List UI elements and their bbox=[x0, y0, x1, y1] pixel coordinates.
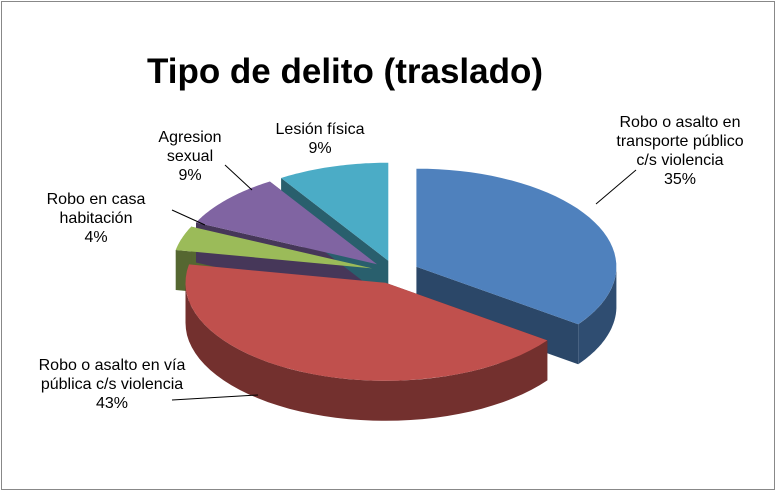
slice bbox=[416, 168, 617, 325]
leader-line bbox=[171, 394, 259, 401]
data-label: Agresion sexual 9% bbox=[145, 128, 235, 185]
value-label: 9% bbox=[308, 140, 332, 157]
category-label: Robo o asalto en vía pública c/s violenc… bbox=[38, 357, 186, 393]
category-label: Robo en casa habitación bbox=[46, 191, 146, 227]
value-label: 43% bbox=[95, 395, 129, 412]
category-label: Lesión física bbox=[275, 121, 365, 138]
data-label: Robo en casa habitación 4% bbox=[31, 190, 161, 247]
category-label: Agresion sexual bbox=[158, 129, 222, 165]
data-label: Robo o asalto en transporte público c/s … bbox=[605, 113, 755, 189]
value-label: 35% bbox=[663, 171, 697, 188]
chart-title: Tipo de delito (traslado) bbox=[146, 52, 544, 91]
leader-line bbox=[224, 164, 253, 191]
slice bbox=[175, 226, 373, 269]
leader-line bbox=[171, 209, 206, 226]
slice-side bbox=[185, 282, 548, 421]
value-label: 9% bbox=[178, 167, 202, 184]
value-label: 4% bbox=[84, 229, 108, 246]
slice-side bbox=[578, 266, 617, 365]
data-label: Lesión física 9% bbox=[255, 120, 385, 158]
slice bbox=[196, 181, 377, 265]
slice bbox=[185, 264, 548, 381]
slice bbox=[281, 162, 389, 261]
data-label: Robo o asalto en vía pública c/s violenc… bbox=[37, 356, 187, 413]
category-label: Robo o asalto en transporte público c/s … bbox=[616, 114, 744, 169]
leader-line bbox=[595, 169, 637, 205]
